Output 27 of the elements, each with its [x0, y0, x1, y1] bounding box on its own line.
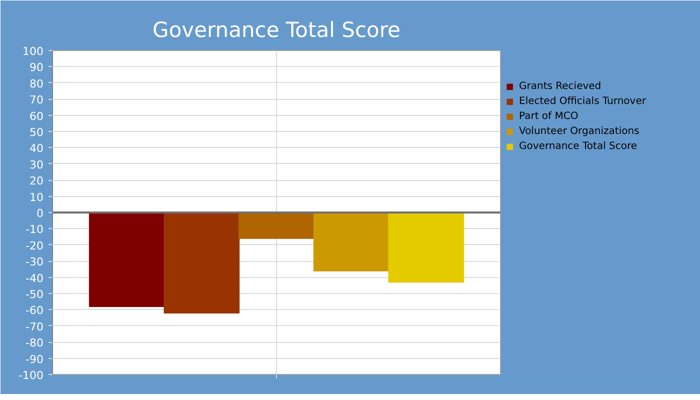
y-tick-label: 100: [22, 45, 44, 58]
y-tick-label: 10: [30, 190, 44, 204]
y-tick-label: -10: [26, 223, 44, 236]
y-tick-label: 0: [36, 207, 44, 220]
y-tick-label: -80: [26, 336, 44, 350]
y-tick-label: 80: [30, 77, 44, 90]
y-tick-label: -70: [26, 320, 44, 334]
y-tick-label: -20: [26, 239, 44, 252]
y-tick-label: -40: [26, 272, 44, 285]
y-tick-label: 40: [30, 142, 44, 156]
y-tick-label: -100: [18, 369, 44, 382]
y-tick-label: 70: [30, 94, 44, 107]
y-tick-label: -30: [26, 256, 44, 269]
y-tick-label: 30: [30, 158, 44, 172]
y-tick-label: 20: [30, 174, 44, 188]
y-tick-label: 60: [30, 110, 44, 123]
chart-title: Governance Total Score: [152, 18, 400, 42]
legend-label: Grants Recieved: [519, 81, 602, 92]
legend-label: Elected Officials Turnover: [519, 96, 646, 107]
y-tick-label: 90: [30, 61, 44, 74]
y-tick-label: 50: [30, 126, 44, 139]
y-tick-label: -50: [26, 288, 44, 301]
legend-label: Volunteer Organizations: [519, 126, 640, 137]
y-tick-label: -60: [26, 304, 44, 318]
y-tick-label: -90: [26, 352, 44, 366]
legend-label: Governance Total Score: [519, 141, 638, 152]
legend-label: Part of MCO: [519, 111, 578, 122]
